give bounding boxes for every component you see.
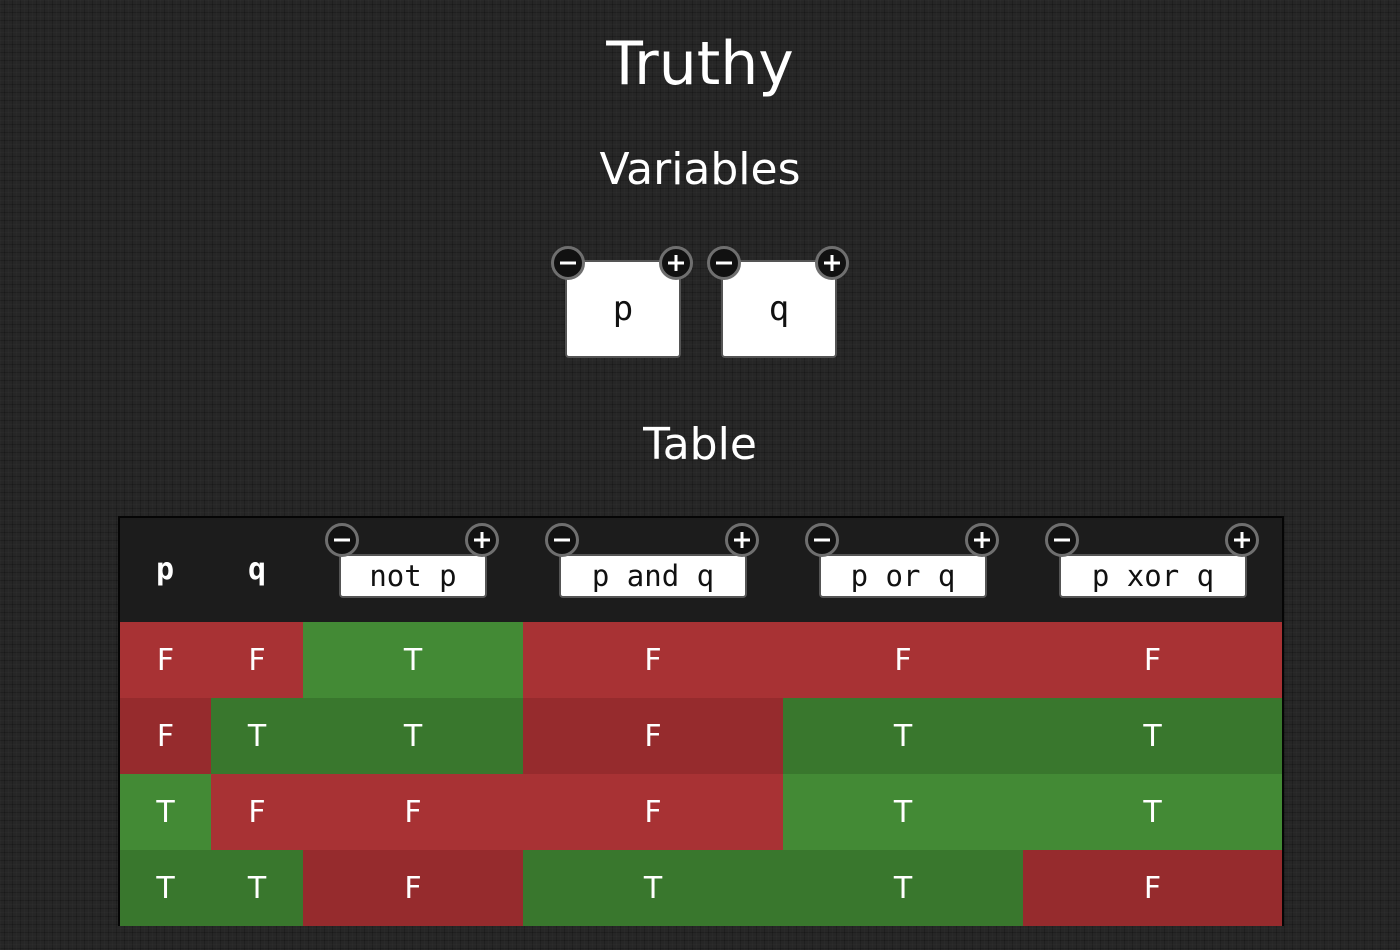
- add-expression-after-not-p-icon[interactable]: [465, 523, 499, 557]
- cell-r3-c5: F: [1023, 850, 1282, 926]
- add-variable-after-q-icon[interactable]: [815, 246, 849, 280]
- remove-expression-p-xor-q-icon[interactable]: [1045, 523, 1079, 557]
- app-title: Truthy: [606, 29, 794, 99]
- cell-r2-c2: F: [303, 774, 523, 850]
- cell-r1-c4: T: [783, 698, 1023, 774]
- cell-r1-c0: F: [120, 698, 211, 774]
- expression-p-xor-q[interactable]: p xor q: [1059, 554, 1247, 598]
- cell-r0-c2: T: [303, 622, 523, 698]
- add-expression-after-p-and-q-icon[interactable]: [725, 523, 759, 557]
- cell-r3-c4: T: [783, 850, 1023, 926]
- cell-r0-c4: F: [783, 622, 1023, 698]
- cell-r1-c5: T: [1023, 698, 1282, 774]
- add-expression-after-p-or-q-icon[interactable]: [965, 523, 999, 557]
- variable-p[interactable]: p: [565, 260, 681, 358]
- cell-r1-c1: T: [211, 698, 303, 774]
- cell-r2-c3: F: [523, 774, 783, 850]
- cell-r0-c1: F: [211, 622, 303, 698]
- variables-heading: Variables: [599, 144, 801, 195]
- cell-r3-c3: T: [523, 850, 783, 926]
- cell-r1-c2: T: [303, 698, 523, 774]
- table-heading: Table: [643, 419, 757, 470]
- remove-variable-p-icon[interactable]: [551, 246, 585, 280]
- expression-p-or-q[interactable]: p or q: [819, 554, 987, 598]
- remove-expression-not-p-icon[interactable]: [325, 523, 359, 557]
- cell-r3-c2: F: [303, 850, 523, 926]
- cell-r3-c1: T: [211, 850, 303, 926]
- header-variable-p: p: [155, 552, 175, 587]
- cell-r2-c1: F: [211, 774, 303, 850]
- variable-q[interactable]: q: [721, 260, 837, 358]
- remove-variable-q-icon[interactable]: [707, 246, 741, 280]
- cell-r2-c0: T: [120, 774, 211, 850]
- expression-p-and-q[interactable]: p and q: [559, 554, 747, 598]
- cell-r0-c3: F: [523, 622, 783, 698]
- cell-r0-c0: F: [120, 622, 211, 698]
- header-variable-q: q: [247, 552, 267, 587]
- cell-r0-c5: F: [1023, 622, 1282, 698]
- add-variable-after-p-icon[interactable]: [659, 246, 693, 280]
- cell-r2-c5: T: [1023, 774, 1282, 850]
- cell-r1-c3: F: [523, 698, 783, 774]
- remove-expression-p-or-q-icon[interactable]: [805, 523, 839, 557]
- remove-expression-p-and-q-icon[interactable]: [545, 523, 579, 557]
- cell-r3-c0: T: [120, 850, 211, 926]
- add-expression-after-p-xor-q-icon[interactable]: [1225, 523, 1259, 557]
- cell-r2-c4: T: [783, 774, 1023, 850]
- expression-not-p[interactable]: not p: [339, 554, 487, 598]
